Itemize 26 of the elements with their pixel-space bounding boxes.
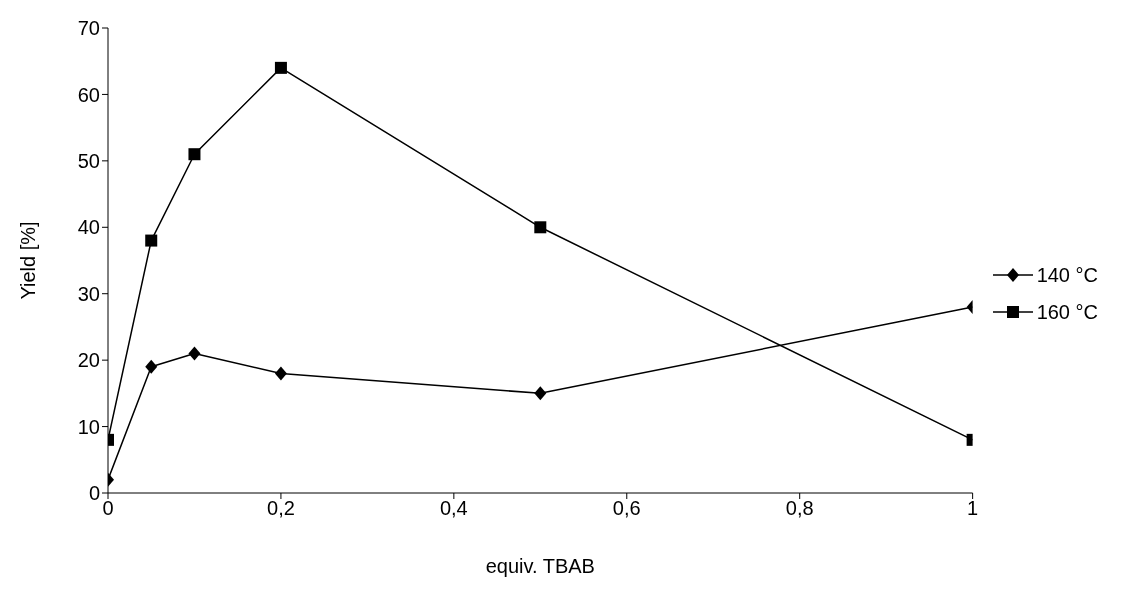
point	[188, 346, 201, 361]
x-tick-label: 0,8	[785, 497, 814, 520]
x-axis-title: equiv. TBAB	[485, 555, 595, 577]
x-tick-label: 0	[102, 497, 114, 520]
point	[145, 359, 158, 374]
point	[534, 221, 547, 234]
y-axis-title: Yield [%]	[17, 221, 40, 300]
point	[534, 386, 547, 401]
y-tick-label: 70	[77, 17, 100, 40]
legend-label: 160 °C	[1036, 300, 1098, 324]
y-tick-label: 40	[77, 216, 100, 239]
point	[274, 61, 287, 74]
y-tick-label: 60	[77, 83, 100, 106]
legend-label: 140 °C	[1036, 263, 1098, 287]
y-tick-label: 10	[77, 415, 100, 438]
y-tick-label: 0	[88, 482, 100, 505]
y-tick-label: 50	[77, 149, 100, 172]
x-tick-label: 0,2	[267, 497, 295, 520]
x-tick-label: 0,4	[439, 497, 468, 520]
y-tick-label: 20	[77, 349, 100, 372]
x-tick-label: 1	[967, 497, 979, 520]
x-tick-label: 0,6	[612, 497, 641, 520]
point	[274, 366, 287, 381]
y-tick-label: 30	[77, 282, 100, 305]
point	[188, 148, 201, 161]
point	[145, 234, 158, 247]
